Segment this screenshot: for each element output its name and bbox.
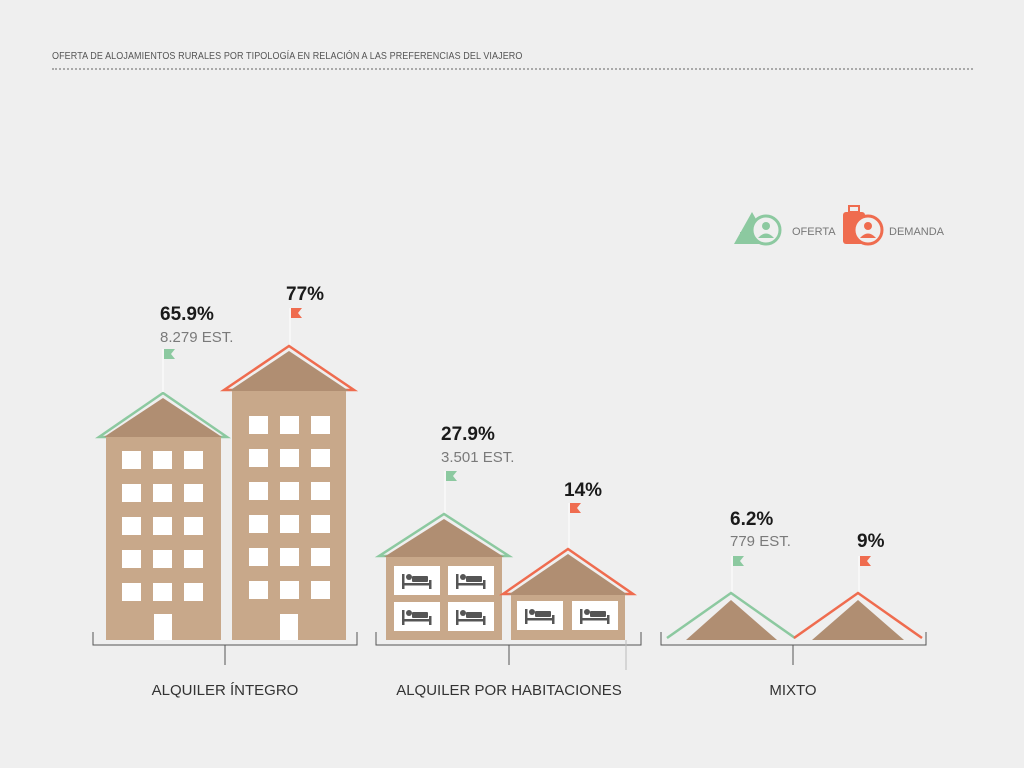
oferta-flag-integro (162, 349, 175, 392)
window (249, 548, 268, 566)
demanda-flag-integro (289, 308, 302, 345)
category-label: ALQUILER ÍNTEGRO (152, 682, 299, 699)
window (280, 515, 299, 533)
window (280, 449, 299, 467)
oferta-establishments-label: 3.501 EST. (441, 449, 514, 466)
window (249, 482, 268, 500)
demanda-value-label: 9% (857, 531, 885, 552)
window (153, 451, 172, 469)
room-grid (394, 566, 494, 631)
legend: OFERTA DEMANDA (734, 205, 945, 246)
oferta-establishments-label: 8.279 EST. (160, 329, 233, 346)
window (311, 581, 330, 599)
window (249, 449, 268, 467)
page-title: OFERTA DE ALOJAMIENTOS RURALES POR TIPOL… (52, 51, 523, 62)
window (153, 550, 172, 568)
window (184, 451, 203, 469)
window (311, 482, 330, 500)
house-person-icon (734, 212, 782, 246)
oferta-value-label: 6.2% (730, 509, 773, 530)
window (153, 517, 172, 535)
group-alquiler-habitaciones: 27.9% 3.501 EST. 14% ALQUILER POR HABITA… (374, 424, 642, 699)
window (153, 583, 172, 601)
window (122, 484, 141, 502)
demanda-flag-habitaciones (568, 503, 581, 548)
oferta-flag-mixto (731, 556, 744, 592)
window (280, 482, 299, 500)
axis-bracket (92, 632, 358, 665)
oferta-establishments-label: 779 EST. (730, 533, 791, 550)
demanda-building-habitaciones (498, 547, 638, 640)
oferta-value-label: 27.9% (441, 424, 495, 445)
demanda-value-label: 77% (286, 284, 324, 305)
window-grid (122, 451, 203, 601)
legend-oferta-label: OFERTA (792, 226, 836, 238)
axis-bracket (660, 632, 927, 665)
window (280, 416, 299, 434)
window (184, 484, 203, 502)
window (184, 550, 203, 568)
demanda-building-mixto (793, 591, 923, 640)
window (122, 517, 141, 535)
category-label: MIXTO (769, 682, 816, 699)
oferta-flag-habitaciones (444, 471, 457, 513)
window (249, 515, 268, 533)
category-label: ALQUILER POR HABITACIONES (396, 682, 622, 699)
group-alquiler-integro: 65.9% 8.279 EST. 77% ALQUILER ÍNTEGRO (92, 284, 359, 699)
oferta-building-mixto (666, 591, 796, 640)
window (153, 484, 172, 502)
window (311, 515, 330, 533)
window (122, 583, 141, 601)
demanda-value-label: 14% (564, 480, 602, 501)
group-mixto: 6.2% 779 EST. 9% MIXTO (660, 509, 927, 699)
legend-demanda-label: DEMANDA (889, 226, 945, 238)
bed-icon (572, 601, 618, 630)
window (311, 548, 330, 566)
window (249, 416, 268, 434)
bed-icon (394, 566, 440, 595)
title-divider (52, 68, 973, 70)
bed-icon (394, 602, 440, 631)
axis-bracket (375, 632, 642, 670)
oferta-value-label: 65.9% (160, 304, 214, 325)
bed-icon (448, 602, 494, 631)
window-grid (249, 416, 330, 599)
suitcase-person-icon (843, 205, 884, 246)
oferta-building-integro (94, 391, 232, 640)
room-grid (517, 601, 618, 630)
window (184, 517, 203, 535)
bed-icon (448, 566, 494, 595)
window (122, 550, 141, 568)
window (249, 581, 268, 599)
window (184, 583, 203, 601)
window (122, 451, 141, 469)
window (311, 416, 330, 434)
bed-icon (517, 601, 563, 630)
window (280, 548, 299, 566)
window (280, 581, 299, 599)
demanda-building-integro (219, 344, 359, 640)
window (311, 449, 330, 467)
oferta-building-habitaciones (374, 512, 514, 640)
demanda-flag-mixto (858, 556, 871, 592)
